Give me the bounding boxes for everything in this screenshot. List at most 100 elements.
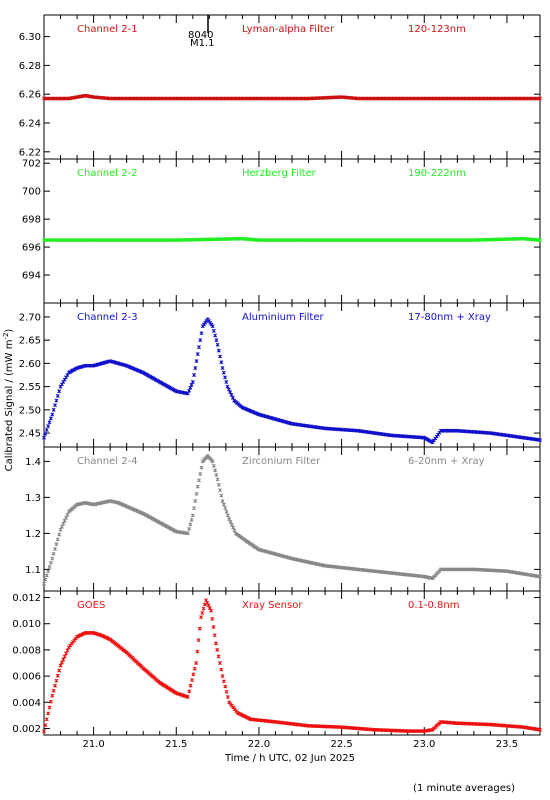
- data-point: [538, 438, 542, 442]
- data-point: [201, 606, 206, 611]
- y-tick-label: 696: [22, 243, 41, 254]
- data-series: [42, 598, 542, 734]
- data-point: [59, 660, 64, 665]
- y-tick-label: 6.26: [19, 90, 41, 101]
- data-point: [538, 727, 542, 732]
- flare-marker: 8040 M1.1: [188, 15, 215, 49]
- panel-label: 120-123nm: [408, 24, 466, 35]
- data-point: [65, 512, 70, 517]
- data-point: [198, 338, 203, 343]
- panel-label: Aluminium Filter: [242, 312, 325, 323]
- data-point: [48, 416, 53, 421]
- panel-label: Channel 2-2: [77, 168, 138, 179]
- panel-label: Xray Sensor: [242, 600, 303, 611]
- panel-5: 0.002 0.004 0.006 0.008 0.010 0.012 GOES Xray S…: [12, 590, 542, 736]
- data-point: [42, 729, 46, 734]
- data-point: [58, 663, 63, 668]
- data-point: [223, 375, 227, 380]
- data-point: [538, 238, 542, 243]
- data-point: [187, 689, 192, 694]
- data-point: [215, 647, 220, 652]
- data-point: [47, 420, 52, 425]
- data-point: [46, 711, 51, 716]
- data-point: [50, 556, 55, 561]
- data-point: [214, 472, 219, 477]
- x-tick-label: 22.5: [330, 739, 352, 750]
- x-tick-label: 23.5: [496, 739, 518, 750]
- y-tick-label: 0.002: [12, 724, 41, 735]
- data-point: [193, 366, 198, 370]
- data-point: [209, 608, 213, 613]
- data-point: [57, 532, 62, 537]
- data-point: [195, 649, 200, 654]
- data-point: [192, 666, 197, 671]
- data-point: [64, 515, 68, 520]
- panel-frame: [43, 158, 541, 304]
- panel-label: 190-222nm: [408, 168, 466, 179]
- data-point: [61, 657, 66, 662]
- data-point: [43, 577, 48, 582]
- data-point: [42, 581, 46, 586]
- panel-1: 6.22 6.24 6.26 6.28 6.30 Channel 2-1 Lyman-alp…: [19, 14, 542, 160]
- data-point: [53, 683, 57, 688]
- y-tick-label: 2.65: [19, 336, 41, 347]
- panel-2: 694 696 698 700 702 Channel 2-2 Herzberg Filte…: [22, 158, 542, 304]
- data-point: [46, 424, 51, 429]
- x-axis: 21.0 21.5 22.0 22.5 23.0 23.5: [82, 739, 518, 750]
- data-series: [42, 317, 542, 445]
- data-point: [197, 478, 201, 483]
- data-point: [46, 569, 51, 574]
- data-point: [220, 674, 225, 679]
- data-point: [61, 521, 66, 526]
- data-point: [216, 654, 221, 659]
- data-point: [55, 673, 60, 678]
- data-point: [224, 380, 229, 384]
- data-point: [225, 513, 230, 518]
- data-series: [42, 454, 542, 586]
- data-point: [219, 493, 224, 498]
- y-tick-label: 2.70: [19, 312, 41, 323]
- data-series: [42, 93, 542, 101]
- y-tick-label: 2.45: [19, 429, 41, 440]
- x-tick-label: 22.0: [248, 739, 270, 750]
- data-point: [199, 465, 204, 470]
- panel-3: 2.45 2.50 2.55 2.60 2.65 2.70 Channel 2-3 Alumi…: [19, 302, 542, 448]
- y-tick-label: 0.012: [12, 593, 41, 604]
- panel-frame: [43, 590, 541, 736]
- panel-label: GOES: [77, 600, 105, 611]
- y-tick-label: 700: [22, 187, 41, 198]
- y-tick-label: 1.2: [25, 529, 41, 540]
- data-point: [65, 648, 70, 653]
- data-series: [42, 236, 542, 243]
- panel-label: Channel 2-3: [77, 312, 138, 323]
- data-point: [215, 342, 220, 347]
- data-point: [198, 472, 203, 476]
- data-point: [51, 551, 56, 556]
- data-point: [210, 616, 215, 621]
- y-tick-label: 0.006: [12, 672, 41, 683]
- data-point: [190, 678, 194, 682]
- data-point: [48, 560, 53, 565]
- data-point: [54, 542, 59, 547]
- data-point: [54, 398, 59, 403]
- flare-marker-id: 8040: [188, 30, 213, 41]
- data-point: [220, 499, 225, 503]
- data-point: [192, 506, 196, 511]
- data-point: [219, 667, 224, 672]
- y-axis-label: Calibrated Signal / (mW m-2): [2, 329, 15, 472]
- data-point: [213, 468, 218, 473]
- data-point: [187, 526, 192, 531]
- data-point: [57, 389, 62, 394]
- data-point: [43, 723, 48, 728]
- data-point: [211, 625, 216, 629]
- data-point: [213, 333, 218, 338]
- data-point: [64, 651, 68, 656]
- panel-label: 0.1-0.8nm: [408, 600, 460, 611]
- x-tick-label: 21.0: [82, 739, 104, 750]
- y-tick-label: 6.24: [19, 119, 41, 130]
- y-tick-label: 698: [22, 215, 41, 226]
- data-point: [219, 360, 224, 365]
- panel-label: Zirconium Filter: [242, 456, 321, 467]
- data-point: [185, 531, 190, 536]
